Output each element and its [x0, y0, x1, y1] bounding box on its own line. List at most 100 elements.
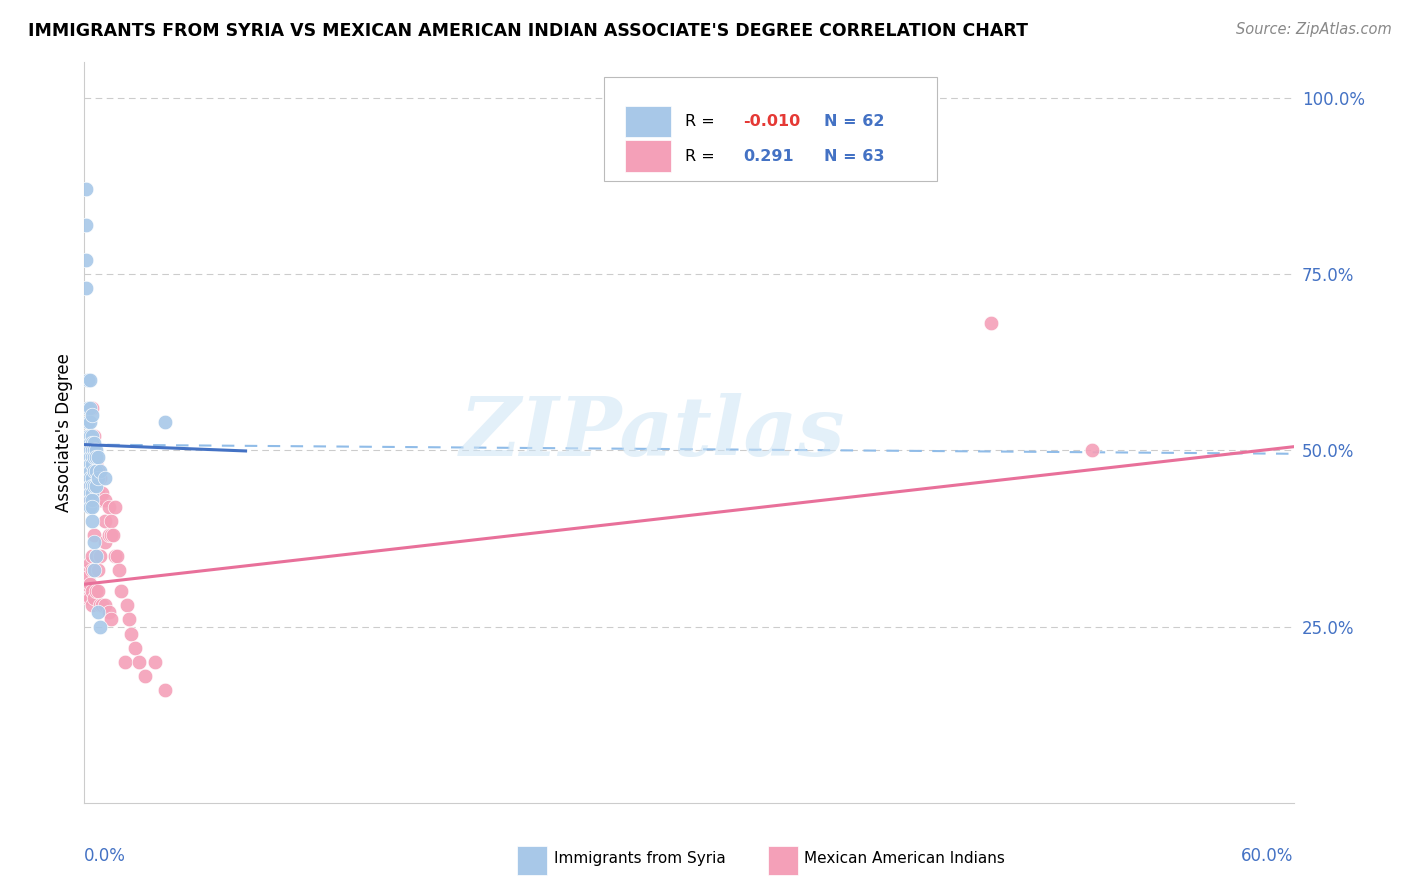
Point	[1081, 443, 1104, 458]
Point	[82, 500, 104, 514]
Point	[82, 549, 104, 563]
Point	[104, 549, 127, 563]
Point	[128, 655, 150, 669]
Point	[82, 458, 104, 472]
Point	[77, 570, 100, 584]
Point	[83, 464, 105, 478]
Point	[153, 683, 176, 698]
Point	[82, 478, 104, 492]
Point	[79, 492, 101, 507]
Point	[89, 464, 111, 478]
Point	[83, 458, 105, 472]
Point	[75, 252, 97, 267]
Point	[79, 401, 101, 415]
Point	[77, 450, 100, 465]
Point	[77, 433, 100, 447]
Point	[79, 429, 101, 443]
Text: -0.010: -0.010	[744, 114, 800, 128]
Point	[89, 471, 111, 485]
FancyBboxPatch shape	[605, 78, 936, 181]
Point	[82, 450, 104, 465]
Point	[83, 535, 105, 549]
Point	[77, 591, 100, 606]
Text: 60.0%: 60.0%	[1241, 847, 1294, 865]
Bar	[768, 847, 797, 875]
Point	[82, 401, 104, 415]
Point	[79, 577, 101, 591]
Text: R =: R =	[685, 149, 725, 163]
Point	[82, 450, 104, 465]
Point	[89, 619, 111, 633]
Point	[83, 563, 105, 577]
Point	[79, 443, 101, 458]
Point	[87, 471, 110, 485]
Point	[97, 606, 120, 620]
Point	[87, 563, 110, 577]
Point	[79, 492, 101, 507]
Point	[79, 373, 101, 387]
Point	[79, 464, 101, 478]
Point	[89, 599, 111, 613]
Point	[77, 401, 100, 415]
Point	[118, 612, 141, 626]
Point	[100, 612, 122, 626]
Point	[82, 485, 104, 500]
Point	[110, 584, 132, 599]
Text: 0.0%: 0.0%	[84, 847, 127, 865]
Point	[82, 429, 104, 443]
Point	[77, 429, 100, 443]
Point	[77, 434, 100, 449]
Point	[75, 281, 97, 295]
Point	[86, 584, 108, 599]
Point	[107, 563, 129, 577]
Point	[77, 440, 100, 454]
Point	[86, 443, 108, 458]
Point	[93, 471, 115, 485]
Text: 0.291: 0.291	[744, 149, 794, 163]
Point	[104, 500, 127, 514]
Text: Source: ZipAtlas.com: Source: ZipAtlas.com	[1236, 22, 1392, 37]
Point	[82, 599, 104, 613]
Point	[77, 443, 100, 458]
Point	[79, 450, 101, 465]
Point	[97, 500, 120, 514]
Point	[143, 655, 166, 669]
Point	[79, 471, 101, 485]
Point	[87, 450, 110, 465]
Point	[77, 415, 100, 429]
Point	[83, 492, 105, 507]
Point	[79, 478, 101, 492]
Point	[77, 563, 100, 577]
Point	[86, 450, 108, 465]
Point	[77, 443, 100, 458]
Point	[86, 549, 108, 563]
Text: IMMIGRANTS FROM SYRIA VS MEXICAN AMERICAN INDIAN ASSOCIATE'S DEGREE CORRELATION : IMMIGRANTS FROM SYRIA VS MEXICAN AMERICA…	[28, 22, 1028, 40]
Point	[115, 599, 138, 613]
Point	[97, 528, 120, 542]
Point	[86, 478, 108, 492]
Text: Mexican American Indians: Mexican American Indians	[804, 851, 1005, 866]
Point	[77, 458, 100, 472]
Point	[100, 528, 122, 542]
Point	[75, 182, 97, 196]
Point	[93, 599, 115, 613]
Text: ZIPatlas: ZIPatlas	[460, 392, 845, 473]
Point	[82, 563, 104, 577]
Bar	[517, 847, 547, 875]
Point	[83, 528, 105, 542]
Point	[105, 549, 128, 563]
Text: N = 63: N = 63	[824, 149, 884, 163]
Point	[86, 478, 108, 492]
Point	[82, 471, 104, 485]
Point	[87, 485, 110, 500]
Point	[82, 408, 104, 422]
Point	[79, 458, 101, 472]
Point	[79, 485, 101, 500]
Point	[87, 464, 110, 478]
Point	[89, 492, 111, 507]
Point	[77, 436, 100, 450]
Point	[82, 514, 104, 528]
Point	[83, 443, 105, 458]
Point	[91, 599, 114, 613]
Point	[114, 655, 136, 669]
